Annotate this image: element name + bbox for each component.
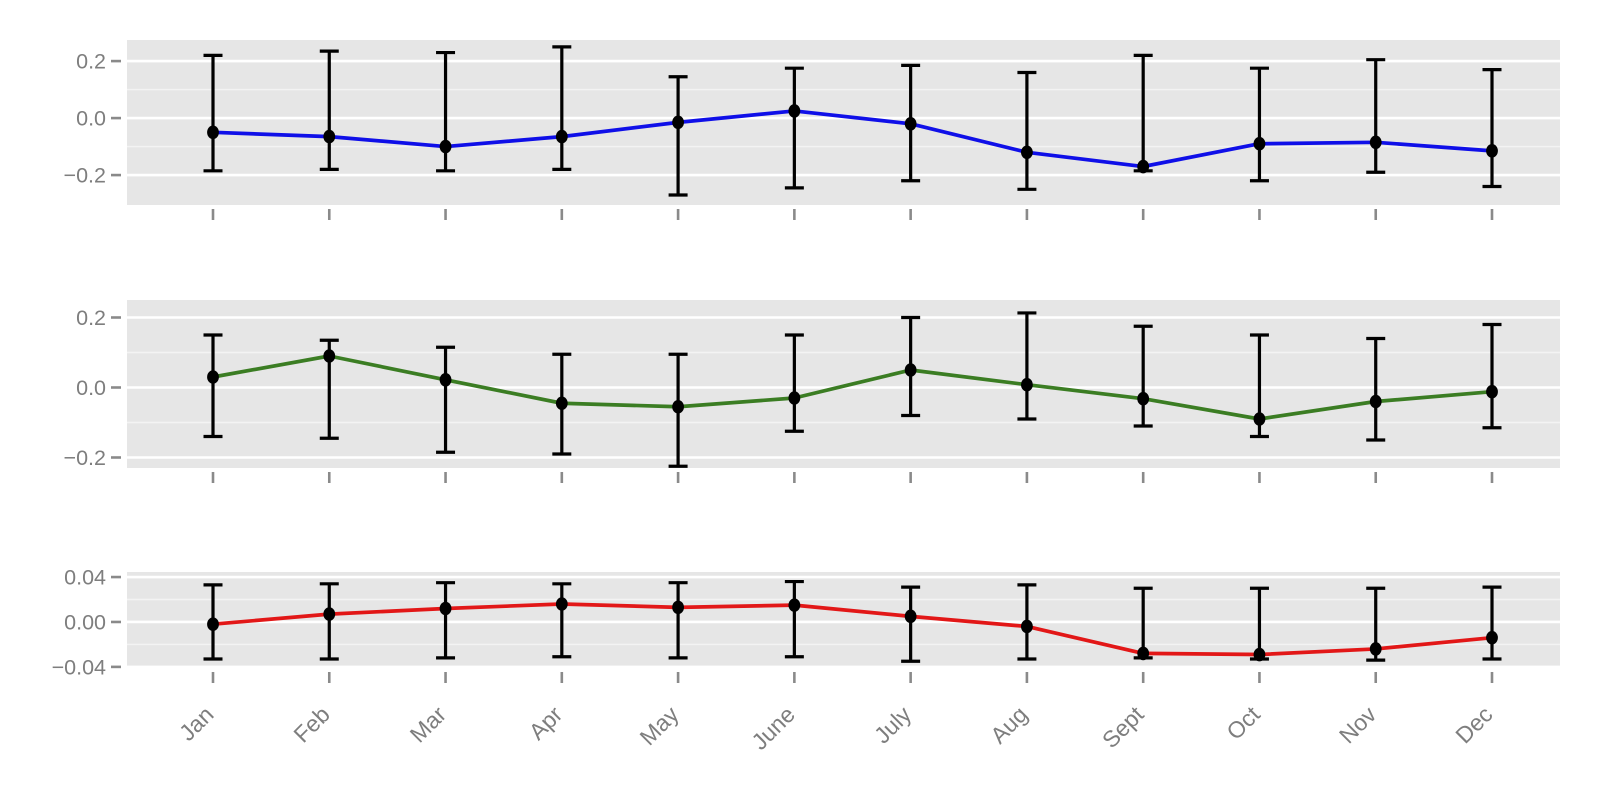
- month-label-May: May: [635, 701, 684, 750]
- y-axis-label: 0.2: [76, 306, 106, 330]
- data-point-Nov: [1369, 394, 1382, 409]
- month-label-Aug: Aug: [985, 701, 1032, 748]
- error-bar-Oct: [1249, 66, 1269, 183]
- y-axis-label: −0.04: [52, 655, 106, 679]
- data-point-Feb: [323, 349, 336, 363]
- error-bar-June: [784, 579, 804, 659]
- month-label-Nov: Nov: [1334, 701, 1382, 749]
- data-point-Nov: [1369, 135, 1382, 150]
- y-axis-label: 0.0: [76, 107, 106, 131]
- data-point-Sept: [1137, 391, 1150, 406]
- data-point-Mar: [439, 373, 452, 387]
- data-point-Sept: [1137, 159, 1150, 174]
- data-point-June: [788, 391, 801, 405]
- error-bar-Dec: [1482, 322, 1502, 430]
- y-axis-label: −0.2: [64, 164, 106, 188]
- data-point-Apr: [555, 129, 568, 144]
- error-bar-Aug: [1017, 70, 1037, 191]
- data-point-Jan: [207, 617, 219, 632]
- data-point-May: [672, 600, 684, 615]
- data-point-Dec: [1486, 144, 1498, 158]
- panel-middle-series-line: [211, 354, 1494, 421]
- error-bar-Feb: [319, 582, 339, 661]
- data-point-June: [788, 104, 801, 118]
- panel-middle: 0.2 0.0 −0.2: [64, 300, 1560, 483]
- data-point-July: [904, 609, 917, 624]
- month-label-Jan: Jan: [174, 701, 219, 746]
- data-point-Mar: [439, 601, 452, 616]
- month-label-July: July: [869, 701, 917, 749]
- panel-top: 0.2 0.0 −0.2: [64, 40, 1560, 220]
- data-point-May: [672, 115, 684, 130]
- panel-middle-panel-background: [127, 300, 1560, 468]
- panel-top-panel-background: [127, 40, 1560, 205]
- error-bar-Aug: [1017, 311, 1037, 421]
- data-point-Oct: [1253, 136, 1266, 151]
- month-label-Oct: Oct: [1221, 701, 1265, 745]
- y-axis-label: 0.04: [64, 566, 106, 590]
- error-bar-May: [668, 581, 688, 660]
- data-point-Jan: [207, 370, 219, 384]
- error-bar-Jan: [203, 53, 223, 173]
- error-bar-Jan: [203, 333, 223, 439]
- month-label-June: June: [746, 701, 800, 755]
- error-bar-Feb: [319, 49, 339, 171]
- error-bar-Apr: [552, 45, 572, 171]
- data-point-Feb: [323, 607, 336, 621]
- data-point-Mar: [439, 139, 452, 154]
- month-label-Sept: Sept: [1097, 701, 1149, 753]
- error-bar-Mar: [436, 581, 456, 660]
- y-axis-label: 0.0: [76, 376, 106, 400]
- error-bar-May: [668, 75, 688, 197]
- data-point-Apr: [555, 396, 568, 411]
- data-point-Oct: [1253, 647, 1266, 662]
- data-point-Nov: [1369, 642, 1382, 656]
- error-bar-Apr: [552, 582, 572, 659]
- data-point-Dec: [1486, 630, 1498, 645]
- y-axis-label: −0.2: [64, 446, 106, 470]
- y-axis-label: 0.2: [76, 50, 106, 74]
- month-label-Apr: Apr: [524, 701, 568, 745]
- data-point-Apr: [555, 597, 568, 611]
- error-bar-June: [784, 333, 804, 433]
- data-point-June: [788, 598, 801, 612]
- month-label-Dec: Dec: [1450, 701, 1497, 748]
- data-point-Aug: [1021, 377, 1033, 392]
- data-point-July: [904, 363, 917, 377]
- month-label-Feb: Feb: [288, 701, 334, 747]
- data-point-Sept: [1137, 646, 1150, 661]
- error-bar-Nov: [1366, 58, 1386, 174]
- y-axis-label: 0.00: [64, 610, 106, 634]
- error-bar-June: [784, 66, 804, 190]
- panel-bottom: 0.04 0.00 −0.04 Jan Feb Mar Apr May June July Aug S…: [52, 566, 1560, 755]
- data-point-Jan: [207, 125, 219, 140]
- data-point-Dec: [1486, 384, 1498, 399]
- panel-top-series-line: [211, 109, 1494, 169]
- data-point-July: [904, 116, 917, 131]
- data-point-Oct: [1253, 412, 1266, 426]
- error-bar-July: [901, 585, 921, 663]
- error-bar-Dec: [1482, 585, 1502, 661]
- error-bar-Dec: [1482, 68, 1502, 189]
- panel-bottom-panel-background: [127, 572, 1560, 668]
- panel-bottom-series-line: [211, 602, 1494, 657]
- data-point-Aug: [1021, 145, 1033, 160]
- data-point-Feb: [323, 129, 336, 144]
- data-point-Aug: [1021, 619, 1033, 634]
- error-bar-Sept: [1133, 324, 1153, 428]
- data-point-May: [672, 399, 684, 414]
- error-bar-Nov: [1366, 336, 1386, 442]
- error-bar-Mar: [436, 345, 456, 454]
- month-label-Mar: Mar: [405, 701, 452, 748]
